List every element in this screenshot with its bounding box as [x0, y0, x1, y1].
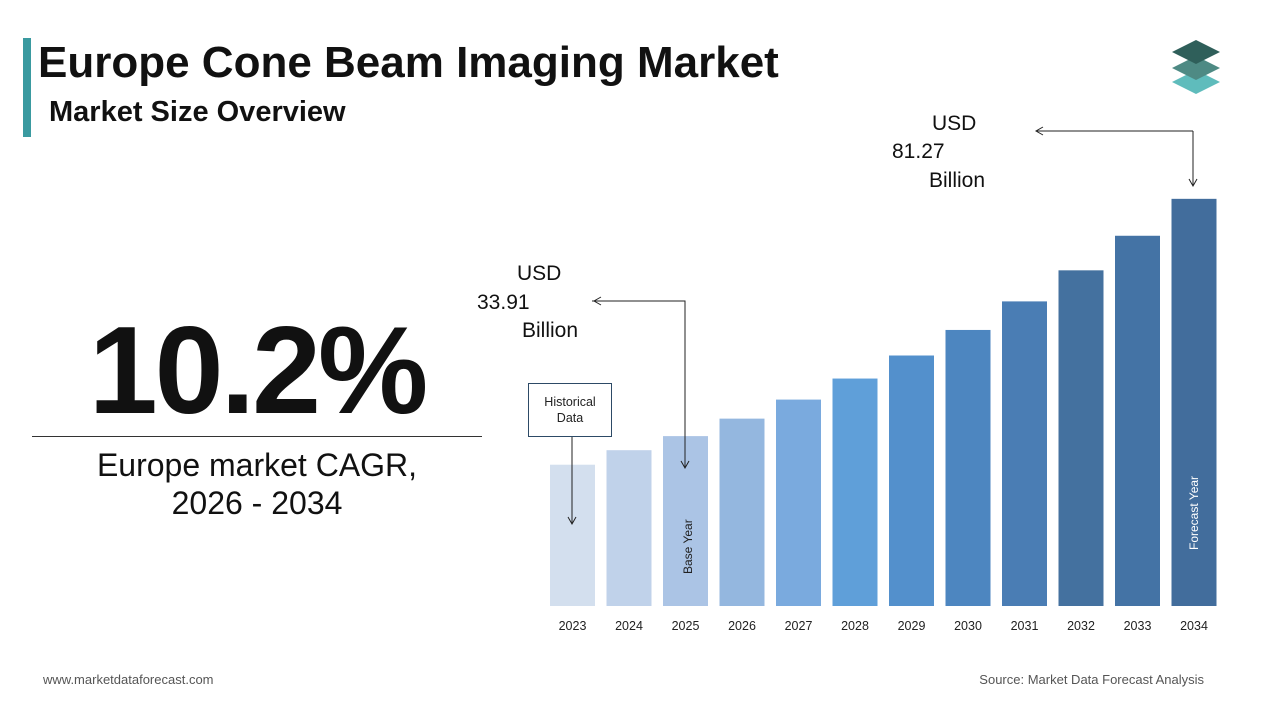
historical-data-line2: Data — [557, 411, 583, 425]
start-value-number: 33.91 — [477, 291, 530, 314]
start-value-currency: USD — [517, 262, 561, 285]
bar-2033 — [1115, 235, 1160, 607]
historical-data-line1: Historical — [544, 395, 595, 409]
base-year-label: Base Year — [681, 519, 695, 574]
cagr-label: Europe market CAGR, 2026 - 2034 — [32, 446, 482, 522]
end-value-number: 81.27 — [892, 140, 945, 163]
cagr-divider — [32, 436, 482, 437]
year-label-2027: 2027 — [785, 619, 813, 633]
brand-logo-icon — [1172, 40, 1220, 94]
bar-2026 — [719, 418, 765, 606]
bar-2030 — [945, 329, 991, 606]
bars-group — [550, 198, 1217, 607]
year-label-2025: 2025 — [672, 619, 700, 633]
year-label-2033: 2033 — [1124, 619, 1152, 633]
logo-layer-middle — [1172, 56, 1220, 80]
footer-website: www.marketdataforecast.com — [43, 672, 214, 687]
year-label-2026: 2026 — [728, 619, 756, 633]
historical-data-box — [528, 383, 612, 437]
cagr-value: 10.2% — [88, 302, 429, 440]
year-label-2024: 2024 — [615, 619, 643, 633]
end-value-currency: USD — [932, 112, 976, 135]
bar-2028 — [832, 378, 878, 606]
bar-2032 — [1058, 270, 1104, 606]
bar-2031 — [1002, 301, 1047, 606]
year-label-2032: 2032 — [1067, 619, 1095, 633]
year-label-2028: 2028 — [841, 619, 869, 633]
year-label-2031: 2031 — [1011, 619, 1039, 633]
year-label-2023: 2023 — [559, 619, 587, 633]
cagr-label-line1: Europe market CAGR, — [96, 447, 418, 483]
page-subtitle: Market Size Overview — [49, 96, 346, 128]
title-accent-bar — [23, 38, 31, 137]
bar-2034 — [1171, 198, 1217, 607]
cagr-label-line2: 2026 - 2034 — [171, 485, 343, 521]
year-label-2034: 2034 — [1180, 619, 1208, 633]
bar-2029 — [889, 355, 934, 606]
bar-2027 — [776, 399, 821, 606]
year-label-2030: 2030 — [954, 619, 982, 633]
start-value-unit: Billion — [522, 319, 578, 342]
logo-layer-top — [1172, 40, 1220, 64]
year-labels-group: 2023 2024 2025 2026 2027 2028 2029 2030 2031 2032… — [559, 619, 1208, 633]
forecast-year-label: Forecast Year — [1187, 476, 1201, 550]
end-value-unit: Billion — [929, 169, 985, 192]
bar-2024 — [606, 450, 652, 606]
footer-source: Source: Market Data Forecast Analysis — [979, 672, 1204, 687]
logo-layer-bottom — [1172, 70, 1220, 94]
year-label-2029: 2029 — [898, 619, 926, 633]
page-title: Europe Cone Beam Imaging Market — [38, 38, 779, 87]
